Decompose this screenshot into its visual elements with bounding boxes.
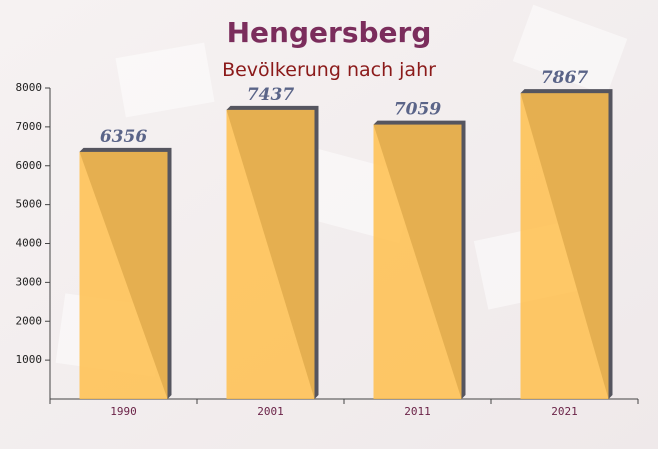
y-tick-label: 5000: [16, 198, 43, 211]
y-tick-label: 7000: [16, 120, 43, 133]
x-tick-label: 2001: [257, 405, 284, 418]
value-label: 7437: [247, 85, 294, 105]
bar: [226, 109, 315, 399]
x-tick-label: 2011: [404, 405, 431, 418]
bar: [373, 124, 462, 400]
bar: [520, 93, 609, 399]
chart-subtitle: Bevölkerung nach jahr: [222, 59, 436, 81]
value-label: 7867: [541, 68, 588, 88]
x-tick-label: 1990: [110, 405, 137, 418]
value-label: 6356: [100, 127, 147, 147]
x-tick-label: 2021: [551, 405, 578, 418]
y-tick-label: 6000: [16, 159, 43, 172]
y-tick-label: 1000: [16, 353, 43, 366]
chart-title: Hengersberg: [227, 16, 432, 49]
value-label: 7059: [394, 100, 441, 120]
y-tick-label: 2000: [16, 314, 43, 327]
y-tick-label: 8000: [16, 81, 43, 94]
y-tick-label: 3000: [16, 275, 43, 288]
bar: [79, 151, 168, 399]
y-tick-label: 4000: [16, 237, 43, 250]
